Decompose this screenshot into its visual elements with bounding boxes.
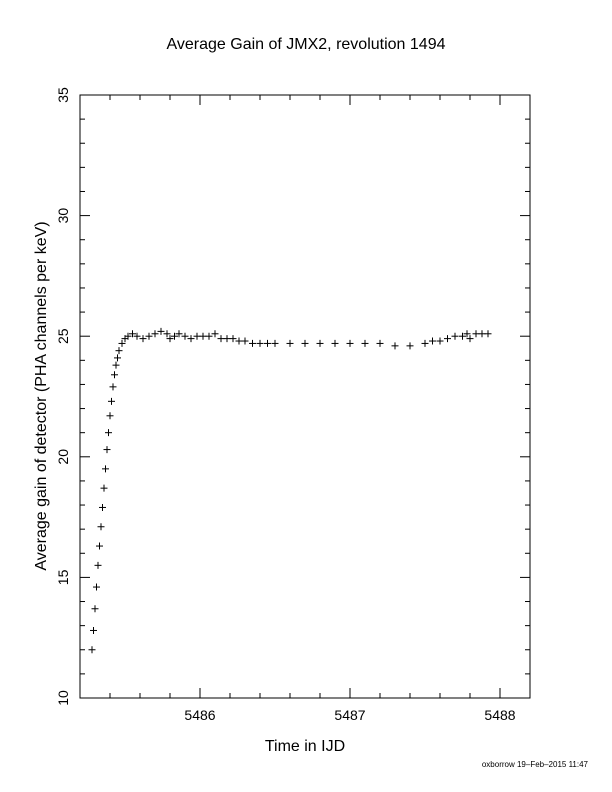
data-point (241, 337, 249, 345)
y-tick-label: 20 (55, 449, 71, 465)
data-point (361, 339, 369, 347)
data-point (436, 337, 444, 345)
data-point (346, 339, 354, 347)
y-tick-label: 25 (55, 328, 71, 344)
data-point (271, 339, 279, 347)
data-point (316, 339, 324, 347)
x-tick-label: 5488 (484, 707, 515, 723)
x-axis-label: Time in IJD (264, 738, 346, 755)
data-point (472, 330, 480, 338)
data-point (463, 330, 471, 338)
data-point (466, 335, 474, 343)
data-point (91, 605, 99, 613)
x-tick-label: 5487 (334, 707, 365, 723)
data-point (211, 330, 219, 338)
data-point (175, 330, 183, 338)
y-tick-label: 30 (55, 208, 71, 224)
data-point (217, 335, 225, 343)
y-tick-label: 15 (55, 569, 71, 585)
data-point (478, 330, 486, 338)
data-point (109, 383, 117, 391)
data-point (229, 335, 237, 343)
data-point (145, 332, 153, 340)
data-point (406, 342, 414, 350)
data-point (256, 339, 264, 347)
timestamp-stamp: oxborrow 19–Feb–2015 11:47 (481, 760, 588, 769)
data-point (199, 332, 207, 340)
data-point (99, 503, 106, 511)
data-point (444, 335, 451, 343)
data-point (181, 332, 189, 340)
data-point (88, 646, 96, 654)
data-point (118, 339, 126, 347)
data-point (421, 339, 429, 347)
data-point (187, 335, 195, 343)
data-point (193, 332, 201, 340)
data-point (139, 335, 147, 343)
data-point (376, 339, 384, 347)
data-point (108, 397, 115, 405)
data-point (459, 332, 466, 340)
data-point (171, 332, 178, 340)
data-point (133, 332, 141, 340)
x-tick-label: 5486 (184, 707, 215, 723)
data-point (235, 337, 243, 345)
data-point (111, 371, 118, 379)
data-point (106, 412, 114, 420)
data-point (223, 335, 231, 343)
data-point (331, 339, 339, 347)
data-point (451, 332, 459, 340)
data-point (103, 446, 111, 454)
data-point (96, 542, 103, 550)
data-point (484, 330, 492, 338)
data-point (97, 523, 105, 531)
data-point (286, 339, 294, 347)
data-point (112, 361, 120, 369)
data-point (264, 339, 271, 347)
data-point (301, 339, 309, 347)
data-point (105, 429, 112, 437)
plot-frame (79, 94, 531, 699)
data-point (163, 330, 171, 338)
y-tick-label: 35 (55, 87, 71, 103)
y-axis-label: Average gain of detector (PHA channels p… (33, 221, 50, 571)
data-point (205, 332, 213, 340)
data-point (114, 354, 121, 362)
data-point (249, 339, 256, 347)
data-point (93, 583, 100, 591)
data-point (429, 337, 436, 345)
data-point (166, 335, 174, 343)
data-point (115, 347, 123, 355)
data-point (391, 342, 399, 350)
data-point (151, 330, 159, 338)
data-point (157, 327, 165, 335)
chart-title: Average Gain of JMX2, revolution 1494 (166, 36, 446, 53)
y-tick-label: 10 (55, 690, 71, 706)
data-point (124, 332, 132, 340)
data-point (90, 626, 97, 634)
data-point (100, 484, 108, 492)
data-point (102, 465, 109, 473)
data-point (129, 330, 136, 338)
data-point (94, 561, 102, 569)
